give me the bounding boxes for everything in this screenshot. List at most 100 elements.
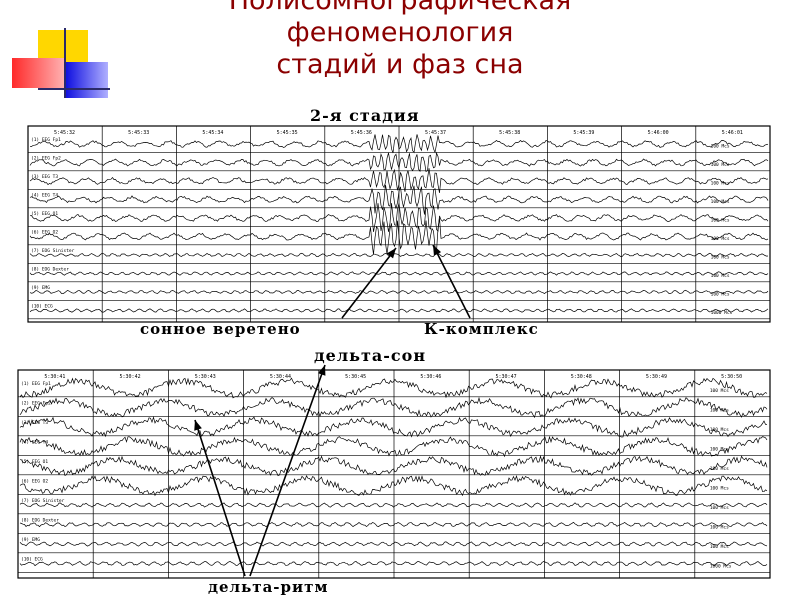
bottom-time-label: 5:30:43 <box>195 374 216 380</box>
top-eeg-trace <box>29 203 769 232</box>
top-channel-label: (1) EEG Fp1 <box>31 137 61 143</box>
top-channel-label: (6) EEG O2 <box>31 230 58 236</box>
bottom-channel-label: (5) EEG O1 <box>21 459 48 465</box>
bottom-scale-label: 100 Mcs <box>710 446 729 452</box>
top-scale-label: 100 Mcs <box>711 162 730 168</box>
top-time-label: 5:45:37 <box>425 130 446 136</box>
bottom-scale-label: 100 Mcs <box>710 466 729 472</box>
bottom-scale-label: 100 Mcs <box>710 485 729 491</box>
top-scale-label: 100 Mcs <box>711 181 730 187</box>
top-time-label: 5:45:38 <box>499 130 520 136</box>
top-eeg-trace <box>29 308 769 313</box>
delta-rhythm-label: дельта-ритм <box>208 578 329 596</box>
delta-arrow-right-head <box>317 365 326 376</box>
top-channel-label: (8) EOG Dexter <box>31 267 69 273</box>
bottom-eeg-trace <box>19 541 768 547</box>
bottom-time-label: 5:30:46 <box>420 374 441 380</box>
title-line-3: стадий и фаз сна <box>276 49 524 80</box>
top-eeg-trace <box>29 134 769 154</box>
top-eeg-trace <box>29 271 769 276</box>
bottom-eeg-trace <box>19 454 768 477</box>
top-scale-label: 100 Mcs <box>711 199 730 205</box>
top-scale-label: 100 Mcs <box>711 292 730 298</box>
delta-arrow-right <box>249 364 326 577</box>
top-eeg-trace <box>29 289 769 295</box>
bottom-channel-label: (2) EEG Fp2 <box>21 401 51 407</box>
top-panel-heading: 2-я стадия <box>310 106 420 125</box>
top-channel-label: (7) EOG Sinister <box>31 248 75 254</box>
bottom-panel-heading: дельта-сон <box>314 346 427 365</box>
top-eeg-trace <box>29 151 769 173</box>
decor-blue-square <box>66 62 108 98</box>
top-scale-label: 100 Mcs <box>711 236 730 242</box>
bottom-channel-label: (4) EEG T4 <box>21 440 48 446</box>
decor-horizontal-line <box>38 88 110 90</box>
k-complex-arrow <box>432 244 471 319</box>
top-channel-label: (2) EEG Fp2 <box>31 156 61 162</box>
bottom-channel-label: (9) EMG <box>21 537 40 543</box>
top-eeg-trace <box>29 168 769 193</box>
top-time-label: 5:45:36 <box>351 130 372 136</box>
top-scale-label: 100 Mcs <box>711 273 730 279</box>
bottom-eeg-trace <box>19 435 768 458</box>
bottom-channel-label: (3) EEG T3 <box>21 420 48 426</box>
bottom-scale-label: 100 Mcs <box>710 544 729 550</box>
bottom-scale-label: 1000 Mcs <box>710 563 732 569</box>
bottom-eeg-trace <box>19 377 768 399</box>
bottom-eeg-trace <box>19 560 768 567</box>
bottom-channel-label: (8) EOG Dexter <box>21 518 59 524</box>
bottom-channel-label: (1) EEG Fp1 <box>21 381 51 387</box>
top-time-label: 5:45:34 <box>202 130 223 136</box>
bottom-eeg-trace <box>19 416 768 438</box>
top-channel-label: (3) EEG T3 <box>31 174 58 180</box>
top-channel-label: (10) ECG <box>31 304 53 310</box>
k-complex-label: К-комплекс <box>424 320 539 338</box>
bottom-time-label: 5:30:48 <box>571 374 592 380</box>
bottom-time-label: 5:30:49 <box>646 374 667 380</box>
bottom-eeg-trace <box>19 521 768 528</box>
delta-arrow-left-head <box>194 420 202 431</box>
top-time-label: 5:45:32 <box>54 130 75 136</box>
title-line-1: Полисомнографическая <box>228 0 572 16</box>
bottom-channel-label: (7) EOG Sinister <box>21 498 65 504</box>
bottom-eeg-trace <box>19 396 768 419</box>
top-channel-label: (5) EEG O1 <box>31 211 58 217</box>
top-time-label: 5:46:01 <box>722 130 743 136</box>
bottom-scale-label: 100 Mcs <box>710 388 729 394</box>
top-time-label: 5:46:00 <box>648 130 669 136</box>
bottom-time-label: 5:30:45 <box>345 374 366 380</box>
slide-title: Полисомнографическая феноменология стади… <box>180 0 620 81</box>
top-eeg-trace <box>29 184 769 215</box>
spindle-arrow-head <box>386 248 396 259</box>
bottom-time-label: 5:30:44 <box>270 374 291 380</box>
top-channel-label: (4) EEG T4 <box>31 193 58 199</box>
top-scale-label: 100 Mcs <box>711 144 730 150</box>
title-line-2: феноменология <box>286 17 514 48</box>
decor-red-square <box>12 58 64 88</box>
top-eeg-trace <box>29 252 769 258</box>
bottom-time-label: 5:30:47 <box>496 374 517 380</box>
top-time-label: 5:45:39 <box>573 130 594 136</box>
spindle-arrow <box>341 247 397 319</box>
delta-arrow-left <box>194 419 246 577</box>
top-time-label: 5:45:35 <box>277 130 298 136</box>
bottom-time-label: 5:30:42 <box>120 374 141 380</box>
bottom-scale-label: 100 Mcs <box>710 524 729 530</box>
k-complex-arrow-head <box>433 245 442 256</box>
bottom-channel-label: (6) EEG O2 <box>21 479 48 485</box>
bottom-time-label: 5:30:41 <box>44 374 65 380</box>
bottom-scale-label: 100 Mcs <box>710 505 729 511</box>
top-eeg-trace <box>29 217 769 255</box>
bottom-scale-label: 100 Mcs <box>710 407 729 413</box>
top-channel-label: (9) EMG <box>31 285 50 291</box>
top-scale-label: 100 Mcs <box>711 255 730 261</box>
top-scale-label: 1000 Mcs <box>711 310 733 316</box>
decor-vertical-line <box>64 28 66 98</box>
bottom-channel-label: (10) ECG <box>21 557 43 563</box>
sleep-spindle-label: сонное веретено <box>140 320 301 338</box>
bottom-scale-label: 100 Mcs <box>710 427 729 433</box>
bottom-time-label: 5:30:50 <box>721 374 742 380</box>
top-time-label: 5:45:33 <box>128 130 149 136</box>
bottom-eeg-trace <box>19 474 768 497</box>
